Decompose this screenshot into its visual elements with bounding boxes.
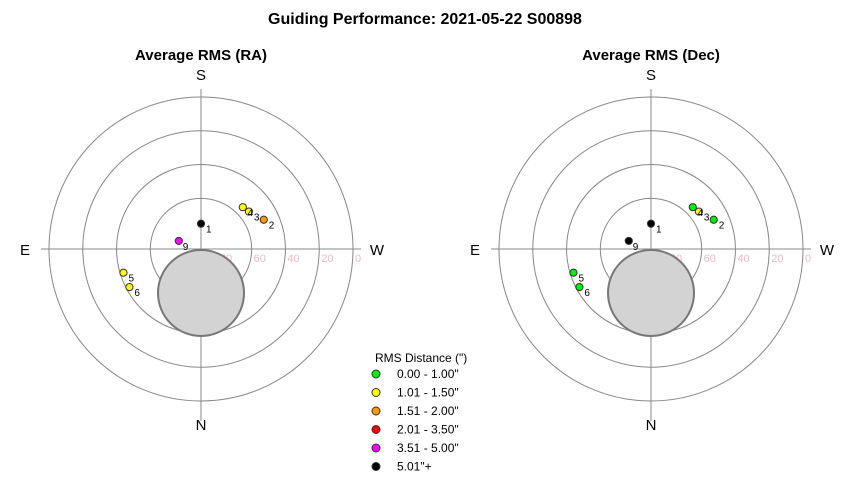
- data-point-2: [259, 215, 268, 224]
- dir-bottom: N: [646, 417, 657, 434]
- data-point-2: [709, 215, 718, 224]
- ring-label-40: 40: [287, 253, 299, 265]
- dir-top: S: [196, 67, 206, 84]
- figure-title: Guiding Performance: 2021-05-22 S00898: [268, 11, 582, 28]
- point-label-5: 5: [578, 274, 584, 285]
- legend-label-3: 1.51 - 2.00": [397, 404, 459, 418]
- data-point-9: [174, 236, 183, 246]
- dir-right: W: [820, 242, 835, 259]
- legend-title: RMS Distance ("): [375, 351, 467, 365]
- point-label-2: 2: [269, 221, 275, 232]
- dir-right: W: [370, 242, 385, 259]
- data-point-3: [244, 207, 254, 216]
- legend-swatch-1: [371, 369, 381, 379]
- ring-label-0: 0: [355, 253, 361, 265]
- moon-disc: [157, 249, 245, 337]
- point-label-3: 3: [704, 213, 710, 224]
- point-label-3: 3: [254, 213, 260, 224]
- data-point-4: [688, 203, 697, 212]
- panel-subtitle: Average RMS (RA): [135, 47, 267, 64]
- dir-left: E: [470, 242, 480, 259]
- legend-label-5: 3.51 - 5.00": [397, 441, 459, 455]
- data-point-4: [238, 203, 247, 212]
- point-label-9: 9: [183, 242, 189, 253]
- ring-label-20: 20: [771, 253, 783, 265]
- legend-label-1: 0.00 - 1.00": [397, 367, 459, 381]
- point-label-1: 1: [206, 225, 212, 236]
- data-point-5: [119, 268, 128, 277]
- ring-label-0: 0: [805, 253, 811, 265]
- data-point-1: [196, 219, 206, 228]
- data-point-5: [569, 268, 578, 277]
- polar-panels: Average RMS (RA)806040200SNEW1234569Aver…: [20, 47, 835, 434]
- point-label-4: 4: [248, 208, 254, 219]
- moon-disc: [607, 249, 695, 337]
- point-label-5: 5: [128, 274, 134, 285]
- legend-label-4: 2.01 - 3.50": [397, 423, 459, 437]
- polar-panel-1: Average RMS (RA)806040200SNEW1234569: [20, 47, 385, 434]
- point-label-9: 9: [633, 242, 639, 253]
- data-point-6: [575, 282, 584, 292]
- ring-label-60: 60: [704, 253, 716, 265]
- data-point-1: [646, 219, 656, 228]
- legend-swatch-5: [371, 443, 381, 453]
- dir-bottom: N: [196, 417, 207, 434]
- legend-label-2: 1.01 - 1.50": [397, 386, 459, 400]
- data-point-9: [624, 236, 633, 246]
- ring-label-60: 60: [254, 253, 266, 265]
- point-label-6: 6: [134, 288, 140, 299]
- polar-panel-2: Average RMS (Dec)806040200SNEW1234569: [470, 47, 835, 434]
- point-label-6: 6: [584, 288, 590, 299]
- point-label-4: 4: [698, 208, 704, 219]
- legend-swatch-6: [371, 462, 381, 471]
- data-point-3: [694, 207, 704, 216]
- legend-swatch-2: [371, 388, 381, 397]
- data-point-6: [125, 282, 134, 292]
- legend-swatch-4: [371, 425, 381, 434]
- dir-left: E: [20, 242, 30, 259]
- ring-label-20: 20: [321, 253, 333, 265]
- dir-top: S: [646, 67, 656, 84]
- point-label-1: 1: [656, 225, 662, 236]
- legend-label-6: 5.01"+: [397, 460, 432, 474]
- panel-subtitle: Average RMS (Dec): [582, 47, 720, 64]
- legend-swatch-3: [371, 406, 381, 416]
- point-label-2: 2: [719, 221, 725, 232]
- ring-label-40: 40: [737, 253, 749, 265]
- legend: RMS Distance (") 0.00 - 1.00" 1.01 - 1.50"…: [371, 351, 467, 474]
